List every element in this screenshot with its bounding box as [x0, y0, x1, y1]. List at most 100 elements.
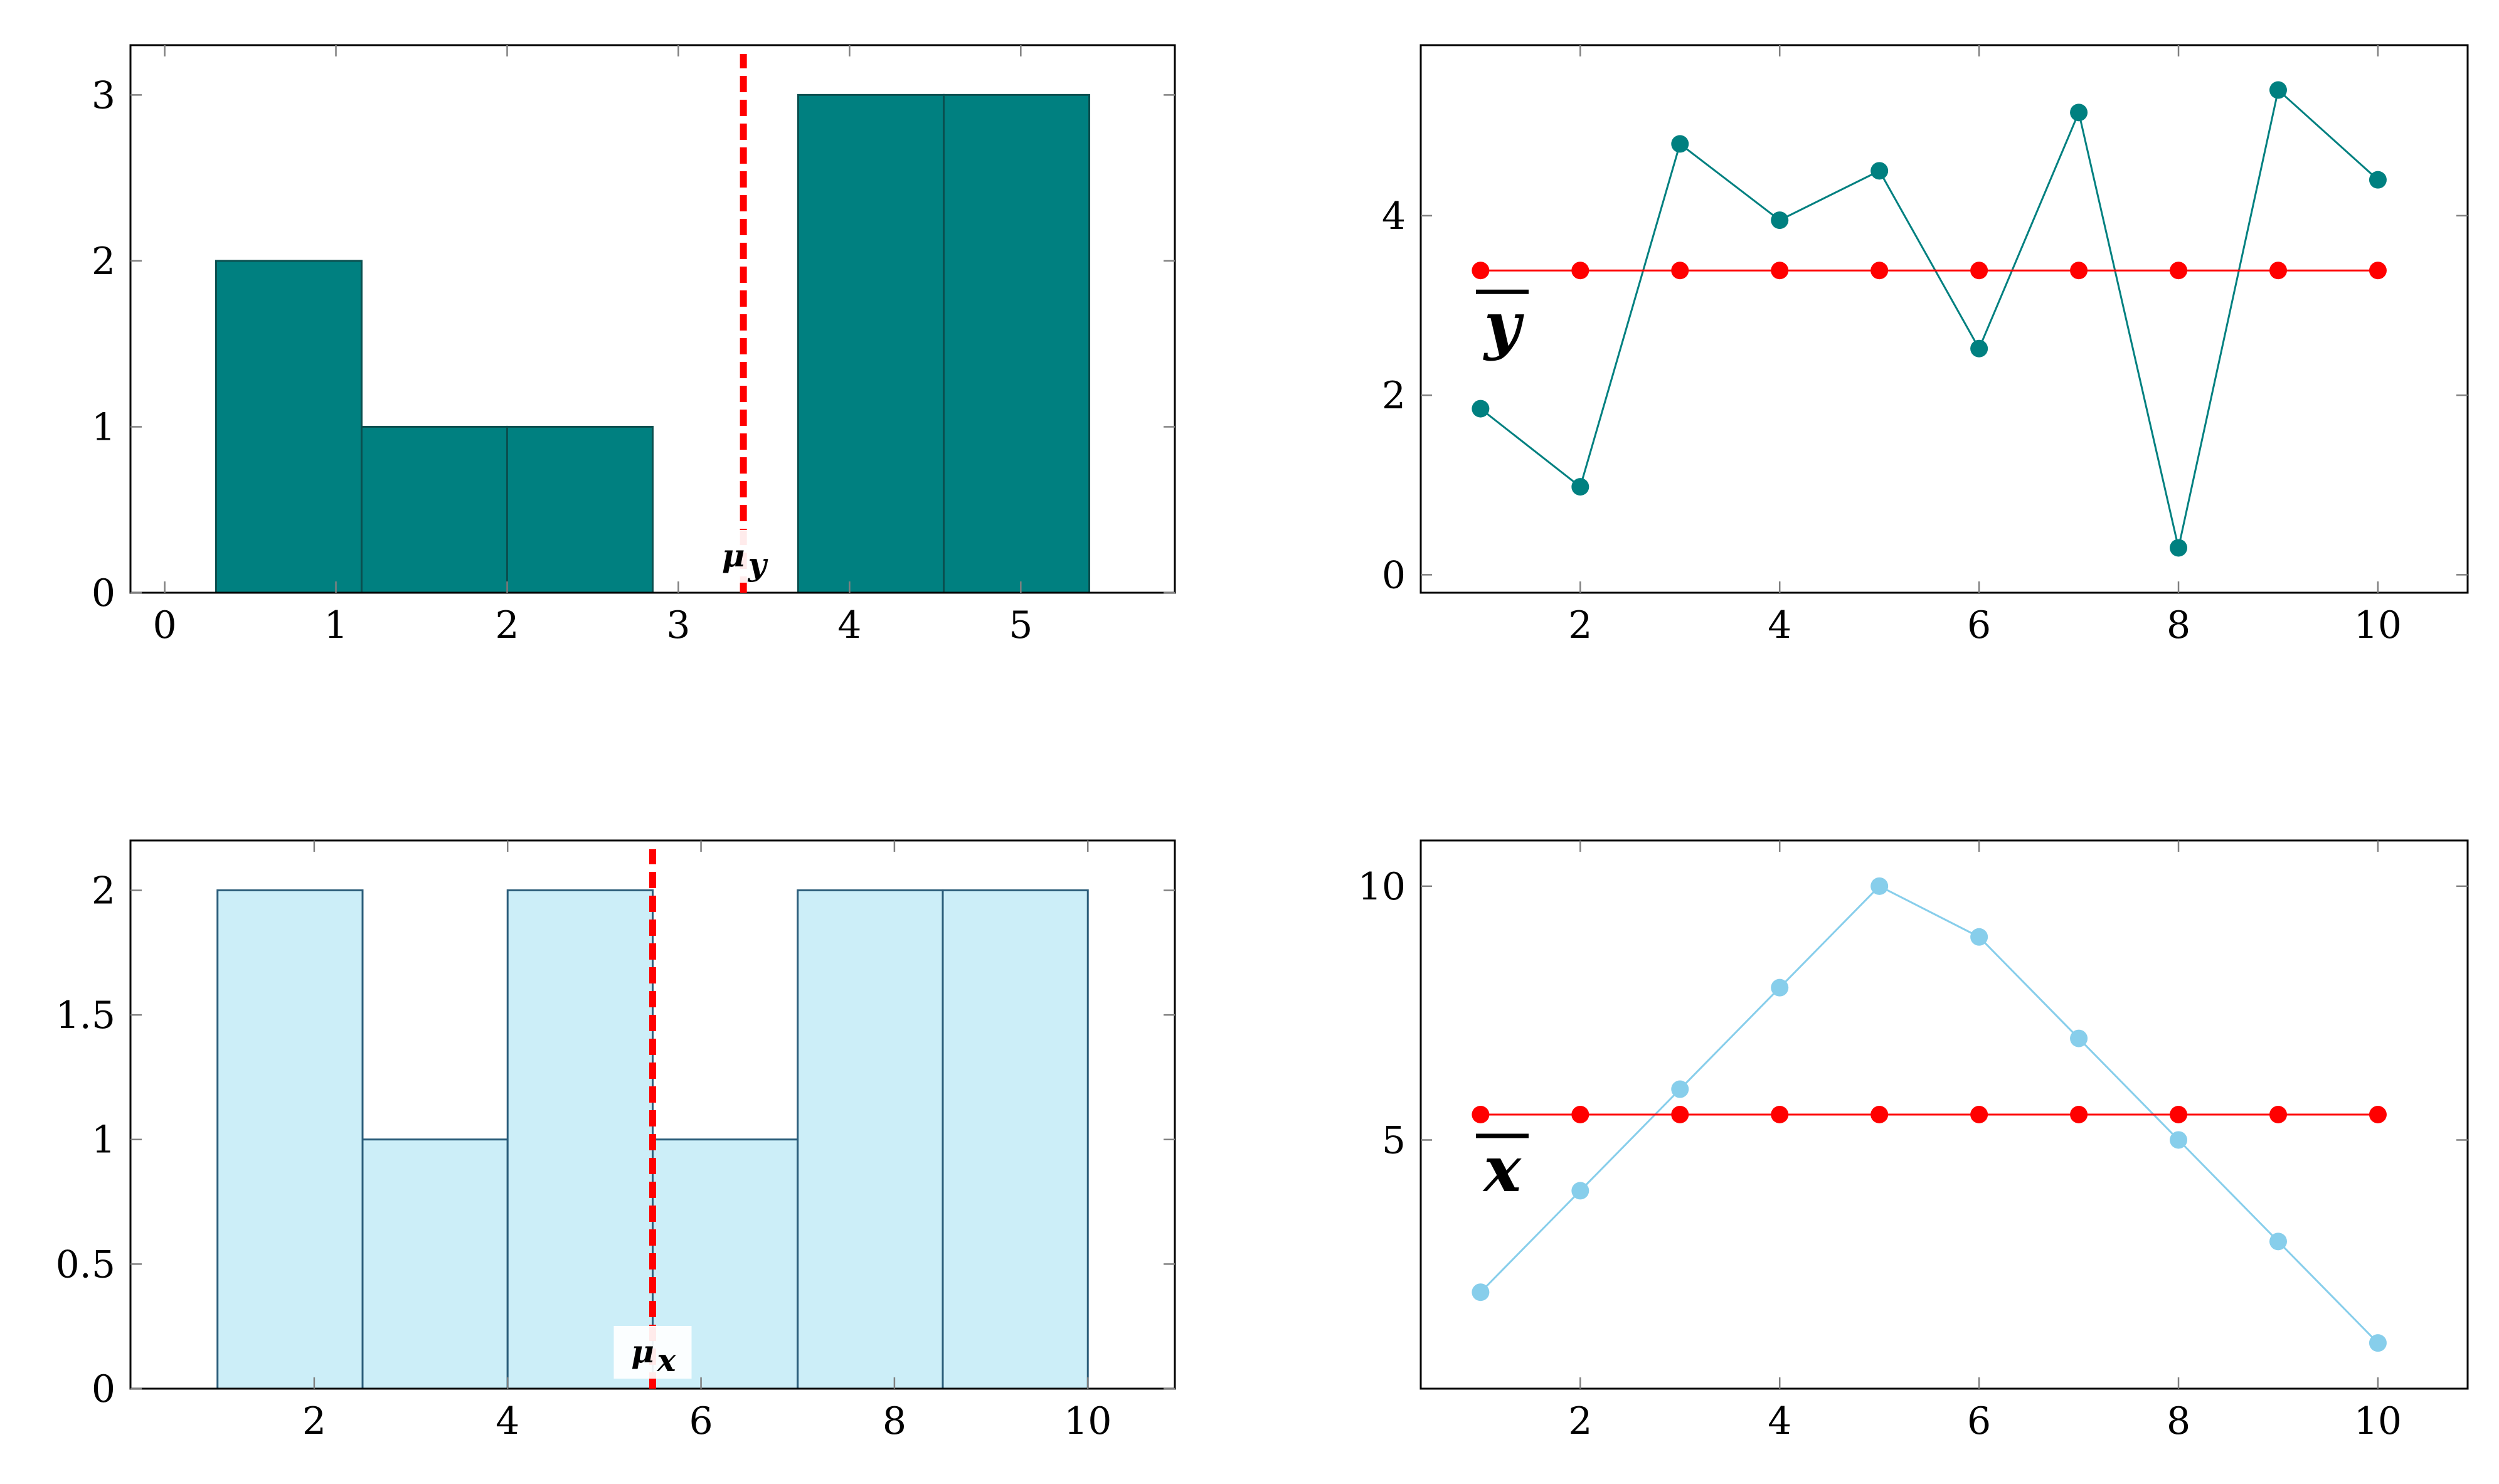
data-point: [1571, 478, 1589, 496]
x-tick-label: 8: [883, 1399, 906, 1443]
y-tick-label: 0: [92, 571, 115, 615]
plot-frame: [129, 44, 1176, 594]
data-point: [2070, 103, 2088, 122]
x-tick-label: 8: [2167, 603, 2190, 647]
histogram-bar: [360, 425, 508, 594]
mean-label-box: [704, 530, 783, 583]
series-line: [1480, 884, 2379, 1344]
data-point: [1771, 978, 1789, 997]
x-tick-label: 2: [1568, 1399, 1592, 1443]
y-tick-label: 0: [1382, 553, 1406, 597]
y-tick-label: 0: [92, 1367, 115, 1411]
data-point: [1870, 1106, 1889, 1123]
data-point: [1472, 1106, 1490, 1123]
histogram-bar: [797, 93, 945, 594]
x-tick-label: 3: [666, 603, 690, 647]
data-point: [2369, 1106, 2387, 1123]
y-tick-label: 2: [1382, 374, 1406, 418]
data-point: [1571, 1106, 1589, 1123]
x-tick-label: 10: [2354, 1399, 2402, 1443]
data-point: [2269, 1106, 2287, 1123]
data-point: [1472, 262, 1490, 280]
x-tick-label: 10: [1064, 1399, 1112, 1443]
y-tick-label: 1.5: [56, 994, 115, 1037]
x-tick-label: 2: [302, 1399, 326, 1443]
x-tick-label: 4: [1768, 1399, 1791, 1443]
plot-frame: [1419, 839, 2469, 1390]
series-line: [1480, 88, 2379, 548]
histogram-bar: [506, 425, 654, 594]
histogram-bar: [215, 260, 363, 594]
data-point: [2070, 1106, 2088, 1123]
y-tick-label: 5: [1382, 1118, 1406, 1162]
y-tick-label: 1: [92, 405, 115, 449]
mean-label-subscript: x: [657, 1342, 677, 1379]
histogram-bar: [943, 93, 1091, 594]
mean-symbol: y: [1483, 288, 1524, 362]
y-tick-label: 2: [92, 869, 115, 913]
x-tick-label: 5: [1009, 603, 1032, 647]
histogram-bar: [361, 1138, 509, 1390]
data-point: [2269, 1232, 2287, 1251]
mean-label: μ: [631, 1333, 654, 1370]
histogram-bar: [506, 889, 654, 1390]
mean-label-box: [613, 1326, 692, 1379]
data-point: [2369, 171, 2387, 189]
data-point: [1571, 1182, 1589, 1200]
x-tick-label: 6: [1967, 1399, 1991, 1443]
data-point: [1970, 339, 1988, 358]
data-point: [1771, 262, 1789, 280]
y-tick-label: 0.5: [56, 1243, 115, 1286]
data-point: [2369, 262, 2387, 280]
histogram-bar: [797, 889, 944, 1390]
data-point: [1472, 400, 1490, 418]
x-tick-label: 8: [2167, 1399, 2190, 1443]
data-point: [2170, 262, 2188, 280]
mean-symbol-box: [1465, 282, 1540, 376]
data-point: [1870, 162, 1889, 180]
line-x-chart: 2 4 6 8 10 5 10 x: [1358, 839, 2469, 1443]
mean-symbol-box: [1465, 1126, 1540, 1220]
data-point: [1472, 1283, 1490, 1301]
data-point: [1671, 135, 1689, 153]
data-point: [1571, 262, 1589, 280]
data-point: [2369, 1334, 2387, 1352]
data-point: [1671, 1106, 1689, 1123]
mean-label-subscript: y: [748, 546, 768, 583]
x-tick-label: 6: [689, 1399, 713, 1443]
hist-x-chart: 2 4 6 8 10 0 0.5 1 1.5 2 μ x: [56, 839, 1176, 1443]
histogram-bar: [216, 889, 364, 1390]
y-tick-label: 10: [1358, 865, 1406, 909]
data-point: [2170, 1131, 2188, 1149]
x-tick-label: 0: [152, 603, 176, 647]
data-point: [1671, 1080, 1689, 1098]
y-tick-label: 1: [92, 1118, 115, 1162]
y-tick-label: 3: [92, 73, 115, 117]
data-point: [2170, 539, 2188, 557]
data-point: [1671, 262, 1689, 280]
data-point: [1970, 928, 1988, 946]
mean-label: μ: [722, 537, 745, 574]
x-tick-label: 1: [324, 603, 348, 647]
mean-symbol: x: [1482, 1132, 1522, 1206]
histogram-bar: [942, 889, 1089, 1390]
x-tick-label: 10: [2354, 603, 2402, 647]
y-tick-label: 4: [1382, 194, 1406, 238]
data-point: [2269, 81, 2287, 99]
x-tick-label: 2: [1568, 603, 1592, 647]
data-point: [1771, 1106, 1789, 1123]
data-point: [2070, 262, 2088, 280]
data-point: [1870, 262, 1889, 280]
data-point: [2170, 1106, 2188, 1123]
data-point: [2070, 1029, 2088, 1047]
plot-frame: [1419, 44, 2469, 594]
line-y-chart: 2 4 6 8 10 0 2 4 y: [1382, 44, 2469, 647]
x-tick-label: 2: [495, 603, 519, 647]
data-point: [2269, 262, 2287, 280]
x-tick-label: 4: [496, 1399, 519, 1443]
x-tick-label: 4: [837, 603, 861, 647]
data-point: [1970, 1106, 1988, 1123]
data-point: [1771, 211, 1789, 230]
